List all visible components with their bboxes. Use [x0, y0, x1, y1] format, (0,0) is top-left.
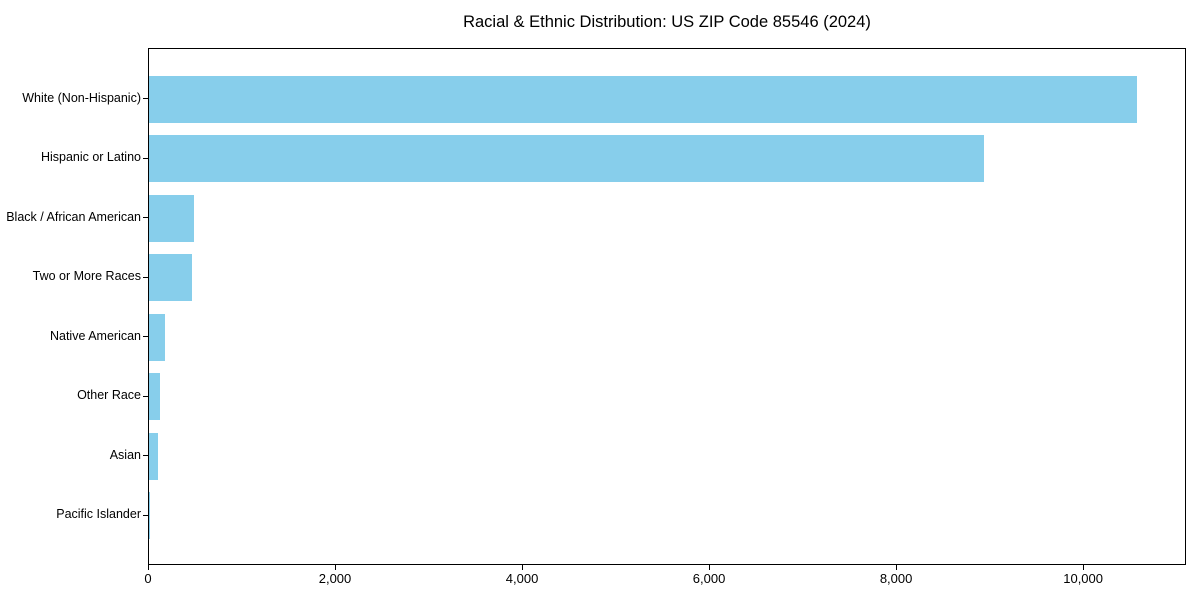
y-tick-mark	[143, 217, 148, 219]
y-tick-mark	[143, 276, 148, 278]
y-tick-mark	[143, 514, 148, 516]
x-tick-label-4000: 4,000	[505, 571, 539, 586]
x-tick-mark	[335, 565, 337, 570]
y-tick-label-two-or-more-races: Two or More Races	[32, 269, 141, 284]
x-tick-mark	[1083, 565, 1085, 570]
x-tick-mark	[896, 565, 898, 570]
plot-area	[148, 48, 1186, 565]
y-tick-mark	[143, 336, 148, 338]
y-tick-label-hispanic-or-latino: Hispanic or Latino	[40, 150, 141, 165]
y-tick-label-pacific-islander: Pacific Islander	[56, 507, 141, 522]
bar-white-non-hispanic	[149, 75, 1138, 123]
x-tick-label-6000: 6,000	[692, 571, 726, 586]
y-tick-mark	[143, 98, 148, 100]
y-tick-mark	[143, 455, 148, 457]
y-tick-label-black-african-american: Black / African American	[6, 209, 141, 224]
y-tick-label-white-non-hispanic: White (Non-Hispanic)	[22, 90, 141, 105]
chart-title: Racial & Ethnic Distribution: US ZIP Cod…	[463, 13, 871, 31]
x-tick-mark	[148, 565, 149, 570]
x-tick-label-8000: 8,000	[879, 571, 913, 586]
x-tick-label-0: 0	[144, 571, 152, 586]
bar-native-american	[149, 313, 166, 361]
x-tick-mark	[522, 565, 524, 570]
y-tick-label-native-american: Native American	[49, 328, 141, 343]
y-tick-label-other-race: Other Race	[77, 388, 141, 403]
bar-black-african-american	[149, 194, 195, 242]
y-tick-mark	[143, 157, 148, 159]
bar-other-race	[149, 373, 160, 421]
y-tick-mark	[143, 395, 148, 397]
bar-two-or-more-races	[149, 254, 193, 302]
bar-asian	[149, 432, 159, 480]
bar-pacific-islander	[149, 492, 151, 540]
x-tick-label-10000: 10,000	[1063, 571, 1103, 586]
bar-hispanic-or-latino	[149, 135, 985, 183]
y-tick-label-asian: Asian	[109, 447, 141, 462]
x-tick-label-2000: 2,000	[318, 571, 352, 586]
x-tick-mark	[709, 565, 711, 570]
